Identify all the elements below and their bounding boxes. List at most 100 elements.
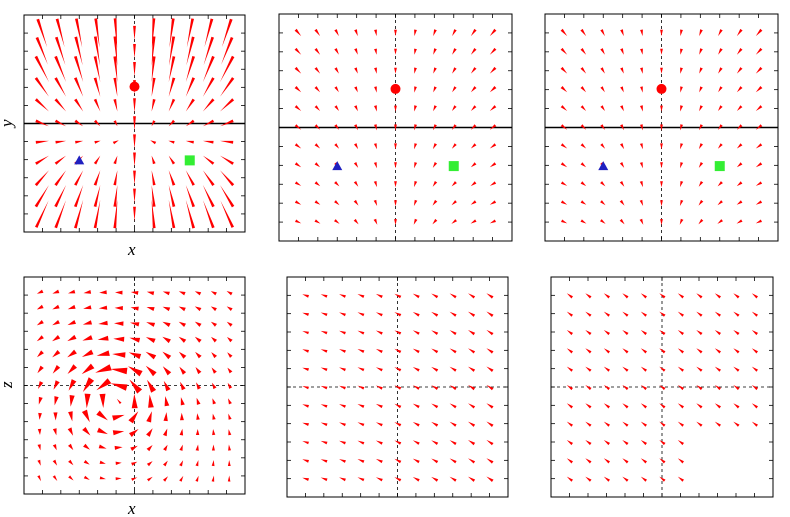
field-arrow [113,36,118,66]
field-arrow [131,461,138,466]
field-arrow [196,413,200,420]
field-arrow [699,105,703,112]
field-arrow [113,199,118,229]
field-arrow [755,28,763,37]
field-arrow [75,18,83,48]
field-arrow [449,385,457,391]
field-arrow [147,379,157,393]
field-arrow [145,351,157,360]
field-arrow [580,143,587,149]
field-arrow [67,364,77,374]
field-arrow [470,86,477,93]
field-arrow [468,293,476,299]
field-arrow [163,412,168,422]
field-arrow [99,476,106,480]
field-arrow [394,440,402,445]
field-arrow [74,36,83,66]
field-arrow [146,428,153,437]
field-arrow [622,458,629,464]
field-arrow [600,181,606,187]
field-arrow [486,476,494,482]
field-arrow [146,322,156,327]
field-arrow [751,366,758,372]
field-arrow [736,28,743,37]
field-arrow [640,48,643,55]
field-arrow [195,444,199,451]
field-arrow [54,55,67,83]
field-arrow [412,293,420,299]
field-arrow [714,293,721,299]
field-arrow [680,162,684,169]
field-arrow [320,367,328,372]
field-arrow [162,366,172,376]
field-arrow [660,200,663,207]
field-arrow [470,181,477,187]
field-arrow [659,476,666,482]
field-arrow [394,330,402,335]
field-arrow [83,443,90,450]
panel-top-right [544,13,779,242]
field-arrow [68,411,73,422]
field-arrow [196,397,201,405]
field-arrow [163,428,168,437]
field-arrow [449,458,457,464]
field-arrow [151,120,156,127]
field-arrow [133,152,136,167]
field-arrow [34,170,49,187]
field-arrow [68,289,76,294]
field-arrow [585,311,592,317]
field-arrow [34,98,49,112]
field-arrow [620,86,624,93]
field-arrow [718,124,723,130]
field-arrow [640,348,647,354]
field-arrow [449,366,457,372]
field-arrow [640,124,643,131]
field-arrow [413,199,418,206]
field-arrow [432,199,438,206]
field-arrow [561,219,568,224]
field-arrow [84,393,91,409]
field-arrow [619,218,625,225]
field-arrow [718,86,723,93]
field-arrow [339,422,346,427]
field-arrow [736,67,743,74]
field-arrow [52,320,60,326]
field-arrow [600,86,605,93]
field-arrow [733,348,740,354]
field-arrow [314,86,321,93]
field-arrow [314,48,321,55]
field-arrow [115,461,122,465]
triangle-marker [598,161,609,171]
field-arrow [449,440,457,446]
field-arrow [394,422,402,427]
field-arrow [151,199,156,229]
field-arrow [353,218,359,225]
field-arrow [37,428,42,435]
field-arrow [698,199,704,206]
field-arrow [163,476,168,482]
field-arrow [566,348,573,354]
field-arrow [320,440,328,445]
field-arrow [185,119,195,127]
field-arrow [733,311,740,317]
field-arrow [334,29,339,37]
field-arrow [603,330,610,336]
field-arrow [52,365,61,374]
field-arrow [696,421,703,427]
field-arrow [585,421,592,427]
field-arrow [339,477,346,482]
field-arrow [52,428,57,436]
field-arrow [97,427,108,435]
field-arrow [431,348,439,354]
field-arrow [353,162,359,168]
field-arrow [55,36,66,66]
field-arrow [600,124,605,130]
field-arrow [128,352,142,360]
field-arrow [412,422,420,427]
field-arrow [314,200,321,205]
circle-marker [656,83,667,94]
field-arrow [620,67,624,74]
field-arrow [486,458,494,464]
field-arrow [227,460,231,466]
field-arrow [755,124,763,130]
